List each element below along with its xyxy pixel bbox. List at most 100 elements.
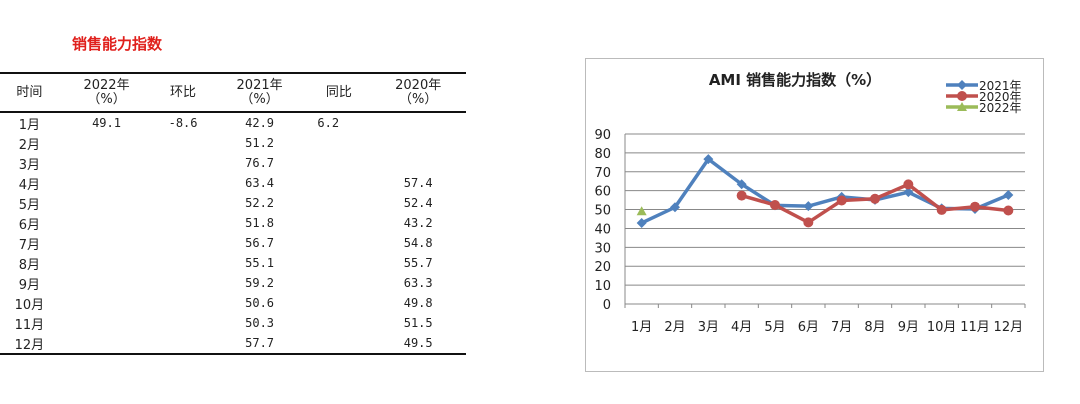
x-tick-label: 6月 xyxy=(798,320,819,335)
table-cell: 10月 xyxy=(14,297,45,313)
legend-label: 2022年 xyxy=(979,101,1022,115)
table-cell xyxy=(154,233,211,253)
x-tick-label: 1月 xyxy=(631,320,652,335)
data-point xyxy=(836,195,847,206)
table-title: 销售能力指数 xyxy=(72,35,163,53)
table-cell xyxy=(307,253,370,273)
x-tick-label: 4月 xyxy=(731,320,752,335)
table-cell xyxy=(154,313,211,333)
x-tick-label: 12月 xyxy=(994,320,1024,335)
table-cell xyxy=(307,133,370,153)
table-cell xyxy=(154,173,211,193)
data-point xyxy=(770,200,780,211)
data-point xyxy=(970,201,980,212)
data-table: 时间 2022年 （%） 环比 2021年 （%） 同比 2020年 （%） 1月 49.1 -8.… xyxy=(0,72,466,355)
table-cell: 55.7 xyxy=(403,256,433,270)
table-cell: 49.1 xyxy=(92,116,121,130)
data-point xyxy=(870,193,880,204)
table-cell xyxy=(154,153,211,173)
table-cell: 52.2 xyxy=(245,196,275,210)
table-cell xyxy=(154,193,211,213)
data-point xyxy=(636,217,647,228)
y-tick-label: 90 xyxy=(594,128,611,143)
legend-marker xyxy=(957,91,967,101)
table-cell: 3月 xyxy=(18,157,40,173)
table-cell: 4月 xyxy=(18,177,40,193)
table-row: 8月 55.1 55.7 xyxy=(0,253,466,273)
table-cell xyxy=(154,253,211,273)
table-cell xyxy=(59,313,155,333)
legend-label: 2021年 xyxy=(979,79,1022,93)
table-cell: 56.7 xyxy=(245,236,275,250)
table-cell xyxy=(59,233,155,253)
table-cell: 55.1 xyxy=(245,256,275,270)
column-header: 2022年 （%） xyxy=(83,77,130,107)
table-cell: 49.5 xyxy=(403,336,433,350)
data-point xyxy=(1003,190,1014,201)
table-cell xyxy=(154,133,211,153)
table-cell: 50.3 xyxy=(245,316,275,330)
table-cell xyxy=(154,273,211,293)
table-cell xyxy=(59,193,155,213)
table-cell xyxy=(59,333,155,354)
x-tick-label: 11月 xyxy=(960,320,990,335)
x-tick-label: 8月 xyxy=(864,320,885,335)
table-cell: 57.4 xyxy=(403,176,433,190)
table-row: 3月 76.7 xyxy=(0,153,466,173)
table-cell: 5月 xyxy=(18,197,40,213)
table-row: 1月 49.1 -8.6 42.9 6.2 xyxy=(0,112,466,133)
column-header: 环比 xyxy=(170,84,197,100)
table-cell xyxy=(307,293,370,313)
table-cell: 42.9 xyxy=(245,116,275,130)
column-header: 时间 xyxy=(16,84,43,100)
table-cell xyxy=(370,133,466,153)
table-cell: -8.6 xyxy=(168,116,198,130)
data-point xyxy=(803,201,814,212)
data-point xyxy=(903,179,914,190)
table-cell xyxy=(154,293,211,313)
table-cell: 76.7 xyxy=(245,156,275,170)
table-cell: 9月 xyxy=(18,277,40,293)
table-row: 6月 51.8 43.2 xyxy=(0,213,466,233)
table-row: 5月 52.2 52.4 xyxy=(0,193,466,213)
table-cell: 2月 xyxy=(18,137,40,153)
table-cell xyxy=(307,173,370,193)
table-cell: 49.8 xyxy=(403,296,433,310)
data-point xyxy=(670,202,680,213)
table-cell: 51.8 xyxy=(245,216,275,230)
table-row: 7月 56.7 54.8 xyxy=(0,233,466,253)
table-cell xyxy=(307,333,370,354)
column-header: 2021年 （%） xyxy=(236,77,283,107)
data-point xyxy=(1003,205,1014,216)
table-cell xyxy=(154,213,211,233)
legend-marker xyxy=(957,80,967,90)
x-tick-label: 9月 xyxy=(898,320,919,335)
table-row: 4月 63.4 57.4 xyxy=(0,173,466,193)
data-point xyxy=(636,206,647,216)
table-cell: 6.2 xyxy=(317,116,340,130)
table-cell: 6月 xyxy=(18,217,40,233)
data-point xyxy=(936,204,947,215)
table-cell xyxy=(370,153,466,173)
x-tick-label: 2月 xyxy=(664,320,685,335)
chart-container: AMI 销售能力指数（%） 0 10 20 30 40 50 60 70 80 90 1月 2月 3月 4月… xyxy=(585,58,1044,372)
table-cell xyxy=(59,273,155,293)
table-row: 10月 50.6 49.8 xyxy=(0,293,466,313)
y-tick-label: 0 xyxy=(603,298,611,313)
table-cell: 59.2 xyxy=(245,276,275,290)
table-cell: 63.3 xyxy=(403,276,433,290)
y-tick-label: 10 xyxy=(594,279,611,294)
table-cell xyxy=(59,153,155,173)
table-cell: 54.8 xyxy=(403,236,433,250)
table-cell xyxy=(59,213,155,233)
table-cell: 8月 xyxy=(18,257,40,273)
table-cell: 51.5 xyxy=(403,316,433,330)
data-point xyxy=(903,187,914,198)
y-tick-label: 30 xyxy=(594,241,611,256)
x-tick-label: 3月 xyxy=(698,320,719,335)
y-tick-label: 50 xyxy=(594,204,611,219)
data-point xyxy=(803,217,814,228)
y-tick-label: 40 xyxy=(594,222,611,237)
table-cell: 1月 xyxy=(18,117,40,133)
table-cell: 52.4 xyxy=(403,196,433,210)
